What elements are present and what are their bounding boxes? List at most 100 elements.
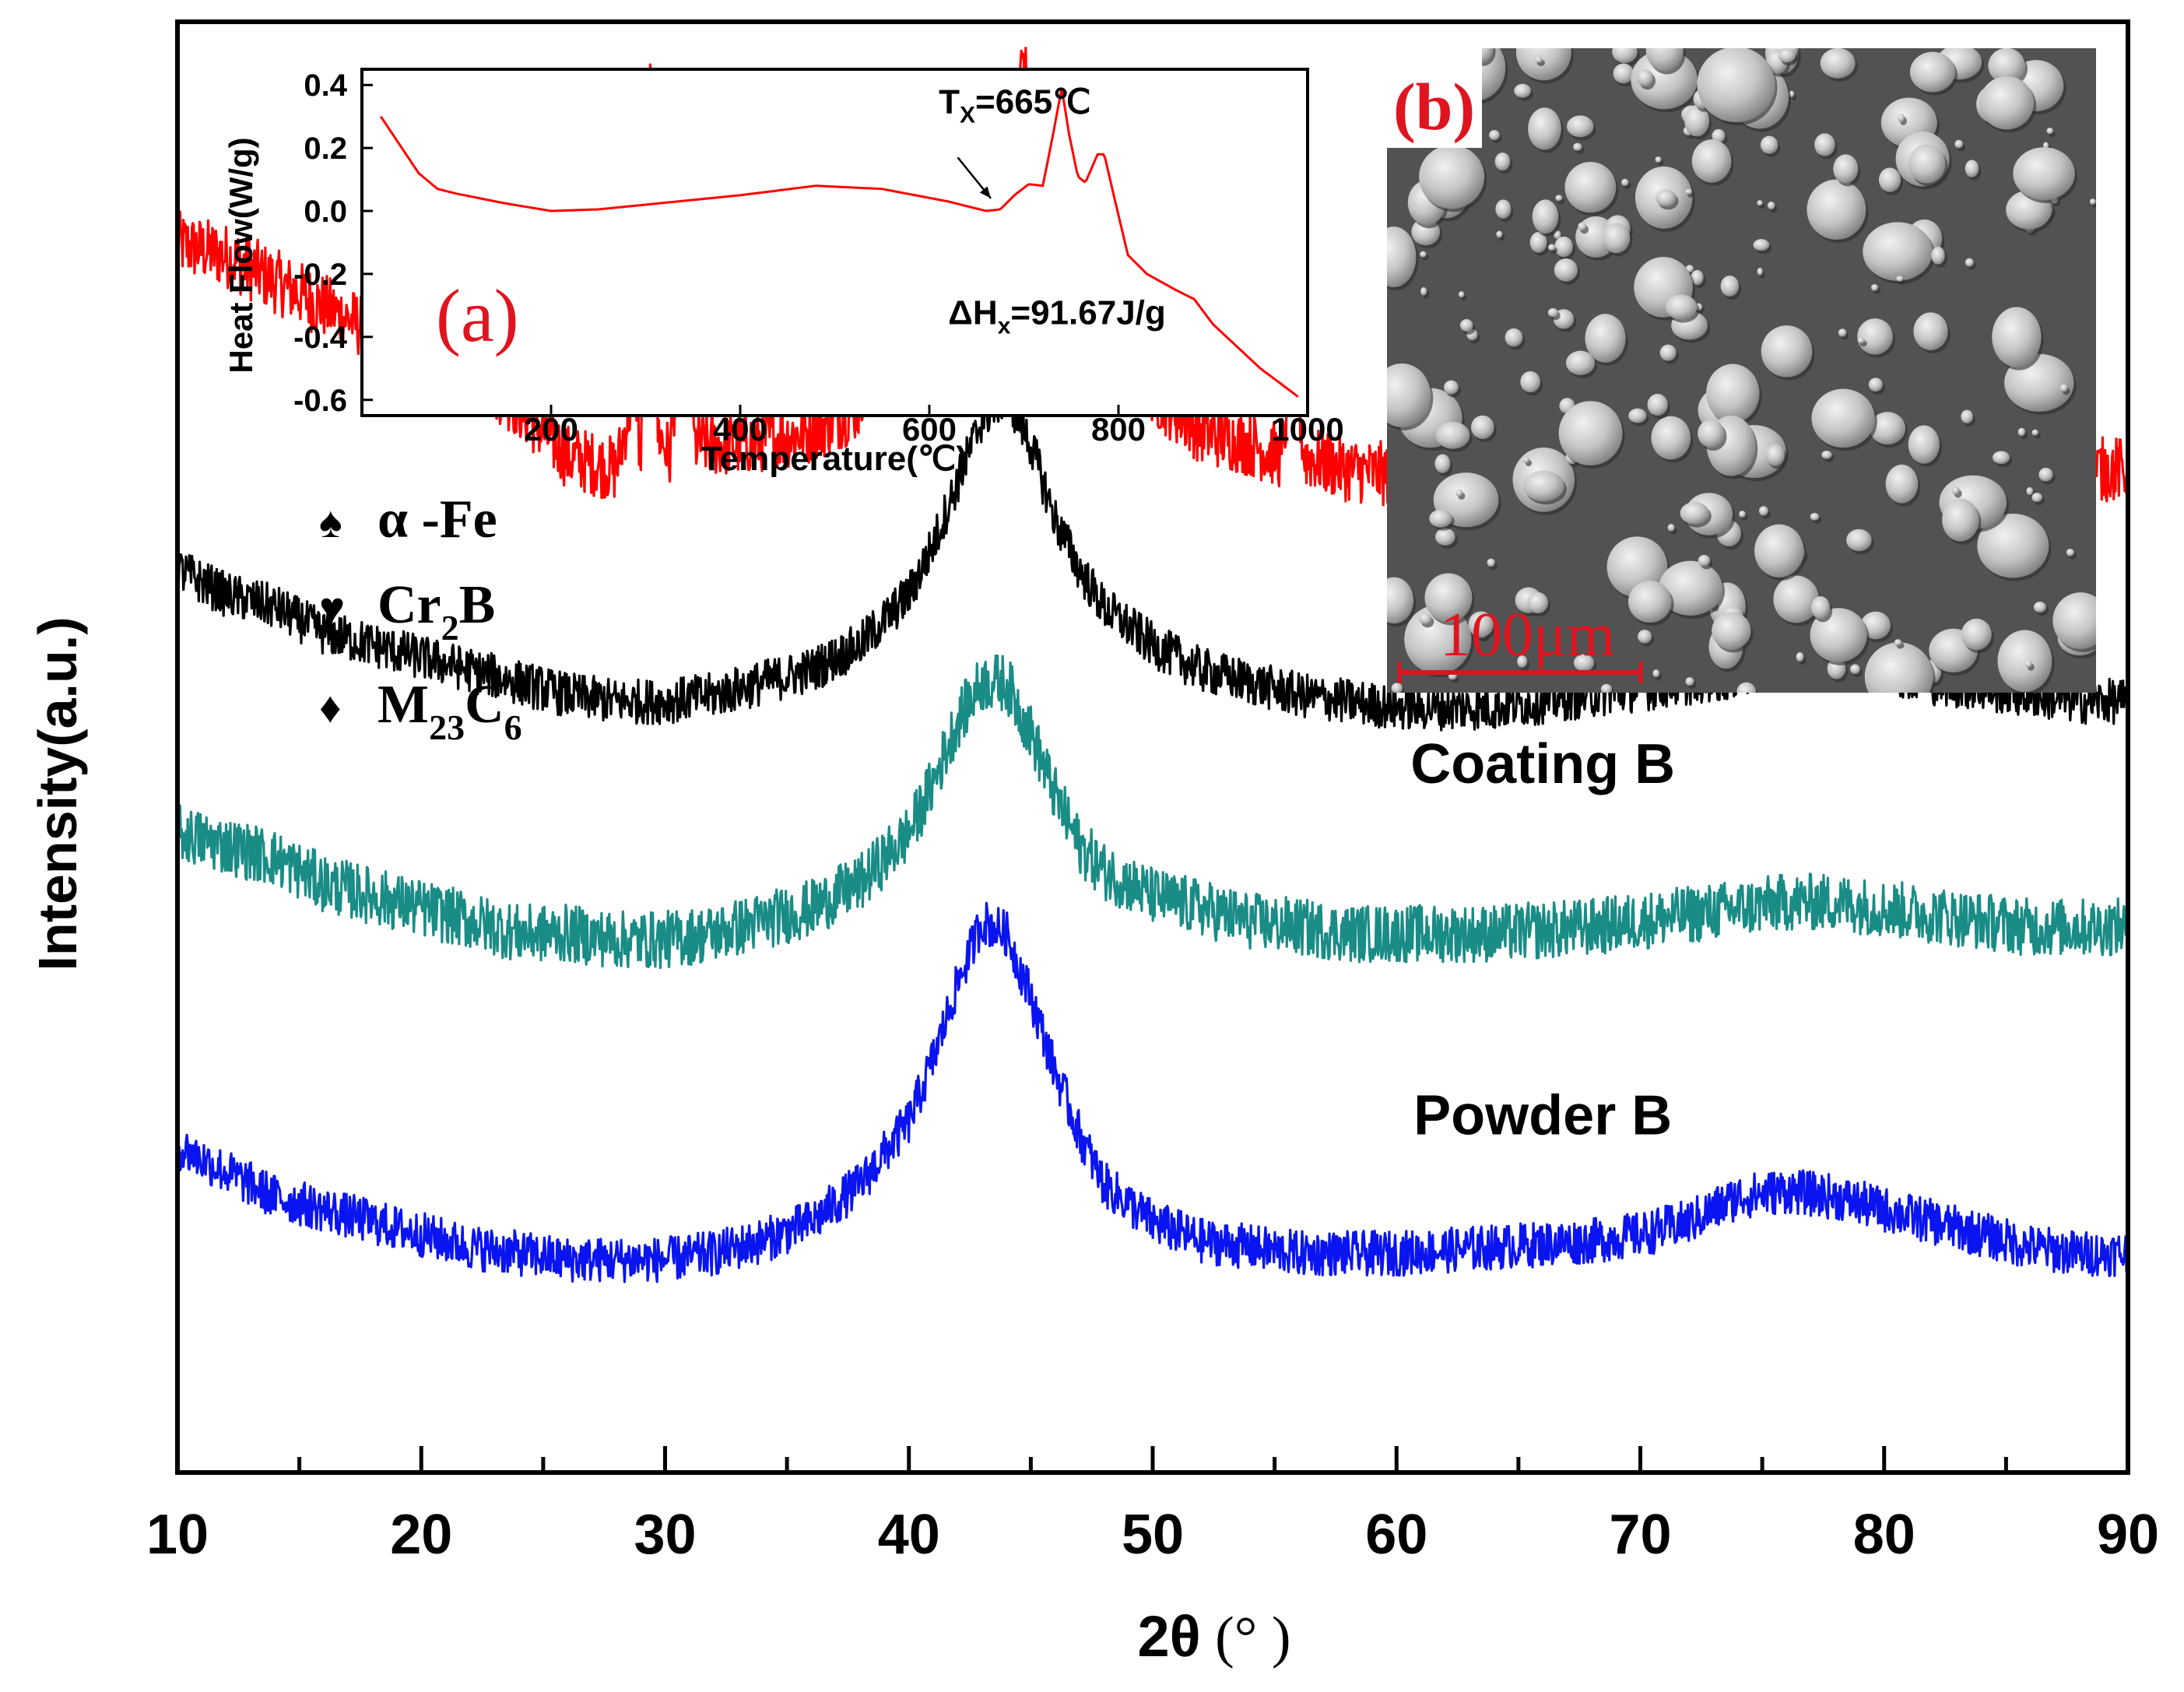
sem-particle (1528, 107, 1561, 150)
sem-particle (1652, 669, 1660, 678)
sem-particle (1685, 188, 1692, 195)
sem-micrograph (1387, 48, 2096, 693)
sem-particle (1931, 246, 1945, 265)
sem-particle (1534, 56, 1543, 63)
sem-particle (1470, 415, 1494, 440)
dsc-y-tick-label: -0.6 (293, 384, 347, 418)
sem-particle (1468, 611, 1494, 637)
sem-particle (1444, 380, 1459, 395)
x-tick-label: 80 (1853, 1504, 1915, 1566)
sem-particle (2013, 147, 2075, 200)
sem-particle (1821, 451, 1832, 459)
sem-particle (1523, 470, 1564, 502)
series-label: Powder B (1413, 1084, 1672, 1146)
series-label: Coating B (1410, 733, 1675, 795)
sem-particle (1807, 179, 1866, 240)
sem-particle (1547, 307, 1558, 318)
sem-particle (1810, 512, 1820, 521)
y-axis-label: Intensity(a.u.) (27, 616, 88, 971)
sem-particle (1554, 236, 1573, 258)
sem-particle (1838, 328, 1847, 337)
sem-particle (1522, 456, 1530, 464)
sem-particle (1898, 113, 1905, 122)
sem-particle (1773, 575, 1820, 623)
sem-particle (1656, 189, 1677, 207)
sem-particle (1578, 222, 1587, 231)
sem-particle (1698, 554, 1711, 567)
sem-particle (1997, 630, 2052, 693)
x-tick-label: 40 (878, 1504, 940, 1566)
dsc-annotation-subscript: x (998, 314, 1011, 339)
sem-particle (1566, 115, 1594, 138)
dsc-x-tick-label: 600 (902, 411, 957, 448)
sem-particle (1495, 199, 1512, 219)
sem-particle (1739, 511, 1746, 518)
sem-particle (1613, 63, 1634, 84)
sem-particle (1435, 421, 1470, 449)
sem-particle (1487, 558, 1495, 567)
sem-particle (1434, 454, 1451, 473)
sem-particle (1628, 581, 1672, 623)
sem-particle (1736, 682, 1757, 693)
x-tick-label: 50 (1122, 1504, 1184, 1566)
dsc-y-axis-label: Heat Flow(W/g) (223, 137, 259, 373)
sem-particle (1558, 401, 1623, 466)
sem-particle (1691, 139, 1732, 183)
legend-label: M23C6 (377, 675, 522, 747)
sem-particle (1655, 156, 1662, 163)
sem-particle (1965, 160, 1979, 177)
sem-particle (1455, 489, 1463, 497)
sem-particle (1555, 195, 1563, 202)
legend-symbol-icon: ♥ (319, 584, 345, 633)
sem-particle (1868, 377, 1883, 392)
sem-particle (1420, 287, 1427, 296)
sem-particle (1757, 268, 1763, 276)
legend-label-subscript: 23 (429, 707, 465, 747)
sem-particle (1419, 145, 1485, 209)
sem-particle (1754, 524, 1804, 577)
sem-panel-label: (b) (1393, 69, 1475, 144)
sem-particle (1667, 524, 1675, 532)
phase-legend: ♠ α -Fe ♥ Cr2B ♦ M23C6 (319, 490, 522, 747)
sem-particle (1505, 328, 1523, 347)
sem-particle (1979, 75, 2035, 130)
sem-particle (1637, 68, 1654, 87)
sem-particle (1951, 486, 1960, 495)
dsc-y-tick-label: -0.4 (293, 321, 348, 355)
dsc-x-tick-label: 800 (1091, 411, 1146, 448)
dsc-x-tick-label: 200 (524, 411, 578, 448)
sem-particle (1659, 560, 1723, 616)
dsc-arrow-head-icon (979, 186, 991, 198)
sem-particle (2017, 427, 2026, 437)
sem-particle (1961, 409, 1973, 424)
sem-particle (1529, 232, 1547, 253)
dsc-axes: 200 400 600 800 1000 0.4 0.2 0.0 -0.2 -0.4 -0.6 (293, 68, 1344, 448)
sem-particle (1600, 683, 1612, 693)
sem-particle (1913, 312, 1948, 350)
sem-inset: (b) 100μm (1387, 48, 2096, 693)
legend-label: Cr2B (377, 575, 495, 648)
sem-particle (1494, 152, 1511, 171)
dsc-y-tick-label: -0.2 (293, 258, 347, 292)
sem-particle (1811, 388, 1875, 448)
x-tick-label: 60 (1365, 1504, 1427, 1566)
sem-particle (2033, 602, 2046, 613)
dsc-y-tick-label: 0.0 (304, 195, 347, 229)
sem-particle (1387, 226, 1417, 288)
x-tick-label: 30 (634, 1504, 696, 1566)
sem-particle (1527, 591, 1549, 614)
sem-particle (1908, 144, 1946, 184)
sem-particle (2052, 592, 2096, 649)
sem-particle (2043, 142, 2049, 149)
sem-scale-bar-label: 100μm (1440, 601, 1615, 669)
sem-particle (1645, 48, 1684, 72)
sem-particle (1496, 230, 1503, 238)
series-line-powder-b (177, 901, 2128, 1283)
x-axis-label-theta: 2θ (1137, 1604, 1200, 1669)
sem-particle (1665, 294, 1698, 320)
legend-symbol-icon: ♦ (319, 684, 342, 732)
legend-label-main: Cr (377, 575, 441, 635)
sem-particle (1988, 48, 2025, 84)
sem-particle (1391, 683, 1403, 693)
sem-particle (1712, 128, 1726, 143)
